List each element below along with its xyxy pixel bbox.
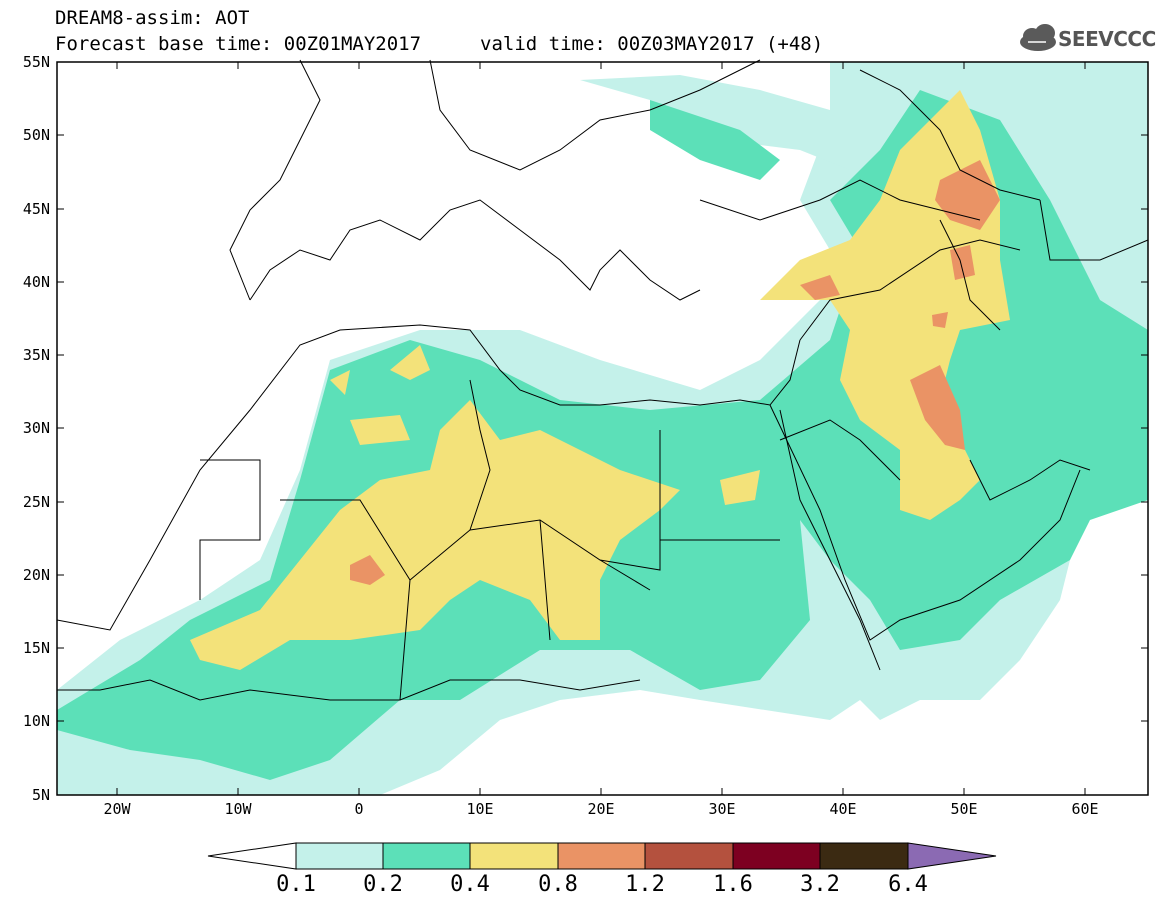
colorbar-label: 0.2 [363, 872, 403, 897]
colorbar-label: 1.6 [713, 872, 753, 897]
colorbar-label: 0.1 [276, 872, 316, 897]
lon-label: 50E [950, 800, 978, 818]
colorbar-label: 0.8 [538, 872, 578, 897]
colorbar-swatch-4 [557, 842, 646, 870]
colorbar-swatch-1 [295, 842, 384, 870]
lon-label: 10W [224, 800, 252, 818]
lon-label: 0 [354, 800, 364, 818]
lat-label: 15N [22, 639, 50, 657]
lat-label: 50N [22, 126, 50, 144]
lat-label: 25N [22, 493, 50, 511]
lat-label: 35N [22, 346, 50, 364]
lon-label: 30E [708, 800, 736, 818]
colorbar-swatch-3 [469, 842, 559, 870]
colorbar-low-arrow [207, 842, 297, 870]
lon-label: 40E [829, 800, 857, 818]
lon-label: 20E [587, 800, 615, 818]
map-title: DREAM8-assim: AOT [55, 7, 250, 29]
aot-field [57, 62, 1148, 795]
lon-label: 20W [103, 800, 131, 818]
colorbar [207, 842, 997, 870]
forecast-base-time: Forecast base time: 00Z01MAY2017 [55, 33, 422, 55]
lat-label: 45N [22, 200, 50, 218]
logo-text: SEEVCCC [1058, 27, 1156, 51]
lat-label: 20N [22, 566, 50, 584]
aot-band-0.4-sahara [190, 400, 680, 670]
aot-band-0.2-balkans [650, 100, 780, 180]
valid-time: valid time: 00Z03MAY2017 (+48) [480, 33, 824, 55]
colorbar-swatch-5 [644, 842, 734, 870]
lat-label: 5N [31, 786, 50, 804]
lat-label: 10N [22, 712, 50, 730]
coastlines-borders [56, 59, 1149, 701]
colorbar-swatch-6 [732, 842, 821, 870]
seevccc-logo-icon [1020, 24, 1056, 51]
lon-label: 60E [1071, 800, 1099, 818]
colorbar-high-arrow [907, 842, 997, 870]
lat-label: 30N [22, 419, 50, 437]
lat-label: 40N [22, 273, 50, 291]
lat-label: 55N [22, 53, 50, 71]
colorbar-swatch-7 [819, 842, 909, 870]
colorbar-label: 0.4 [450, 872, 490, 897]
lon-label: 10E [466, 800, 494, 818]
colorbar-label: 1.2 [625, 872, 665, 897]
colorbar-swatch-2 [382, 842, 471, 870]
axis-ticks [57, 61, 1148, 795]
colorbar-label: 3.2 [800, 872, 840, 897]
colorbar-label: 6.4 [888, 872, 928, 897]
